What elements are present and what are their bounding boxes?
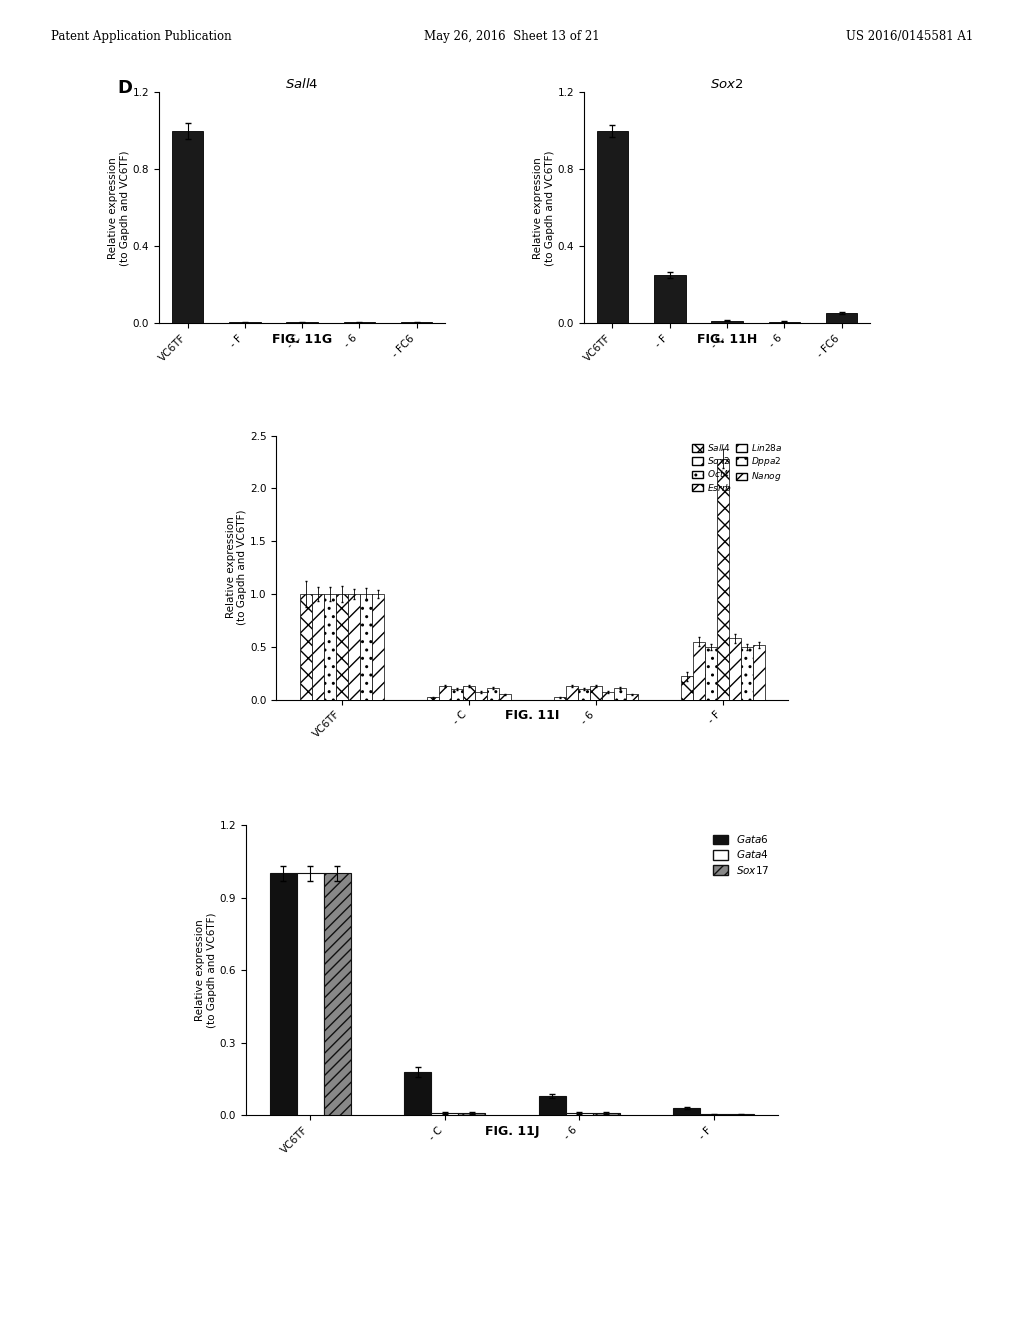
Title: $\it{Sox2}$: $\it{Sox2}$ [711,78,743,91]
Y-axis label: Relative expression
(to Gapdh and VC6TF): Relative expression (to Gapdh and VC6TF) [195,912,217,1028]
Text: FIG. 11G: FIG. 11G [272,333,332,346]
Bar [681,676,693,700]
Bar [431,1113,458,1115]
Bar [717,459,729,700]
Bar [566,1113,593,1115]
Bar [324,874,350,1115]
Bar [597,131,628,323]
Legend: $\it{Sall4}$, $\it{Sox2}$, $\it{Oct4}$, $\it{Esrrb}$, $\it{Lin28a}$, $\it{Dppa2}: $\it{Sall4}$, $\it{Sox2}$, $\it{Oct4}$, … [690,440,784,495]
Bar [674,1109,700,1115]
Y-axis label: Relative expression
(to Gapdh and VC6TF): Relative expression (to Gapdh and VC6TF) [532,150,555,265]
Bar [614,688,626,700]
Bar [626,694,638,700]
Y-axis label: Relative expression
(to Gapdh and VC6TF): Relative expression (to Gapdh and VC6TF) [225,510,248,626]
Bar [753,644,765,700]
Text: Patent Application Publication: Patent Application Publication [51,30,231,44]
Bar [693,642,705,700]
Text: May 26, 2016  Sheet 13 of 21: May 26, 2016 Sheet 13 of 21 [424,30,600,44]
Bar [499,694,511,700]
Bar [602,692,614,700]
Bar [312,594,324,700]
Bar [566,686,578,700]
Bar [372,594,384,700]
Legend: $\it{Gata6}$, $\it{Gata4}$, $\it{Sox17}$: $\it{Gata6}$, $\it{Gata4}$, $\it{Sox17}$ [710,830,773,879]
Bar [451,689,463,700]
Text: FIG. 11I: FIG. 11I [505,709,560,722]
Bar [297,874,324,1115]
Bar [324,594,336,700]
Bar [554,697,566,700]
Bar [826,313,857,323]
Bar [270,874,297,1115]
Text: D: D [118,79,133,98]
Bar [458,1113,485,1115]
Bar [705,647,717,700]
Text: FIG. 11H: FIG. 11H [697,333,757,346]
Bar [593,1113,620,1115]
Bar [463,686,475,700]
Bar [729,639,741,700]
Bar [487,688,499,700]
Bar [741,647,753,700]
Bar [360,594,372,700]
Bar [336,594,348,700]
Text: US 2016/0145581 A1: US 2016/0145581 A1 [846,30,973,44]
Bar [712,321,742,323]
Bar [475,692,487,700]
Bar [172,131,203,323]
Title: $\it{Sall4}$: $\it{Sall4}$ [286,78,318,91]
Bar [590,686,602,700]
Text: FIG. 11J: FIG. 11J [484,1125,540,1138]
Bar [300,594,312,700]
Bar [539,1096,566,1115]
Y-axis label: Relative expression
(to Gapdh and VC6TF): Relative expression (to Gapdh and VC6TF) [108,150,130,265]
Bar [348,594,360,700]
Bar [404,1072,431,1115]
Bar [769,322,800,323]
Bar [654,276,685,323]
Bar [578,689,590,700]
Bar [427,697,439,700]
Bar [439,686,451,700]
